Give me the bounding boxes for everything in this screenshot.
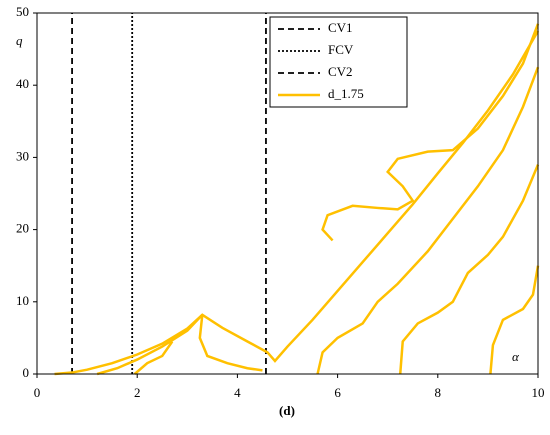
legend-label: CV1 (328, 20, 353, 35)
line-segment (398, 164, 540, 375)
x-tick-label: 8 (435, 385, 442, 400)
plot-frame (36, 12, 539, 375)
line-segment (321, 23, 540, 242)
x-axis-label: α (512, 349, 520, 364)
line-segment (316, 66, 540, 375)
x-tick-label: 0 (34, 385, 41, 400)
x-tick-label: 4 (234, 385, 241, 400)
line-segment (54, 30, 540, 376)
x-tick-label: 2 (134, 385, 141, 400)
x-tick-label: 10 (532, 385, 545, 400)
y-tick-label: 20 (16, 221, 29, 236)
legend-label: d_1.75 (328, 86, 364, 101)
y-tick-label: 40 (16, 76, 29, 91)
line-segment (133, 340, 174, 375)
y-tick-label: 10 (16, 293, 29, 308)
legend-label: FCV (328, 42, 354, 57)
line-segment (96, 313, 204, 376)
line-segment (198, 314, 263, 372)
legend-label: CV2 (328, 64, 353, 79)
caption: (d) (279, 403, 295, 418)
y-tick-label: 0 (23, 365, 30, 380)
line-segment (489, 265, 540, 375)
legend-box (269, 16, 408, 108)
x-tick-label: 6 (334, 385, 341, 400)
y-axis-label: q (16, 33, 23, 48)
y-tick-label: 50 (16, 4, 29, 19)
y-tick-label: 30 (16, 148, 29, 163)
